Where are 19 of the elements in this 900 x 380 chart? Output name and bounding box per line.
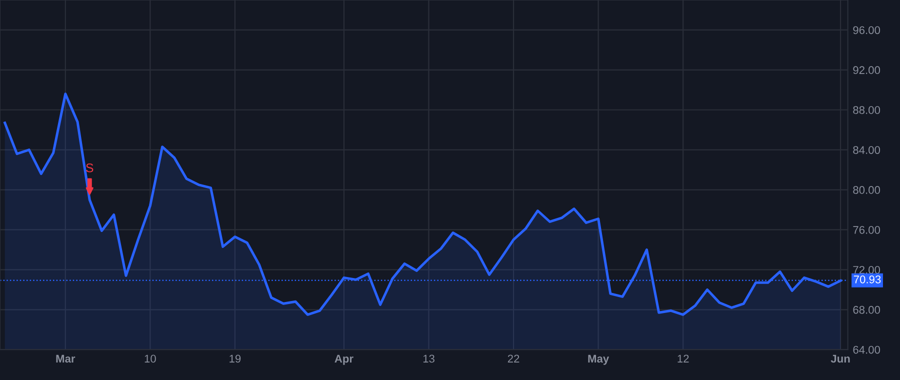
y-tick-label: 68.00 <box>853 306 880 314</box>
y-tick-label: 88.00 <box>853 106 880 114</box>
y-tick-label: 84.00 <box>853 146 880 154</box>
x-tick-label: 19 <box>230 354 241 363</box>
annotation: S <box>86 163 94 172</box>
y-tick-label: 64.00 <box>853 346 880 354</box>
y-tick-label: 80.00 <box>853 186 880 194</box>
y-tick-label: 96.00 <box>853 26 880 34</box>
x-tick-label: Jun <box>830 354 850 363</box>
x-tick-label: 10 <box>144 354 156 363</box>
y-tick-label: 92.00 <box>853 66 880 74</box>
y-tick-label: 76.00 <box>853 226 880 234</box>
x-tick-label: Mar <box>56 354 76 363</box>
x-tick-label: May <box>588 354 610 365</box>
x-tick-label: 22 <box>508 354 520 363</box>
x-tick-label: 12 <box>678 354 689 363</box>
x-tick-label: 13 <box>423 354 434 363</box>
x-tick-label: Apr <box>334 354 354 365</box>
ref-line-label: 70.93 <box>854 275 881 284</box>
